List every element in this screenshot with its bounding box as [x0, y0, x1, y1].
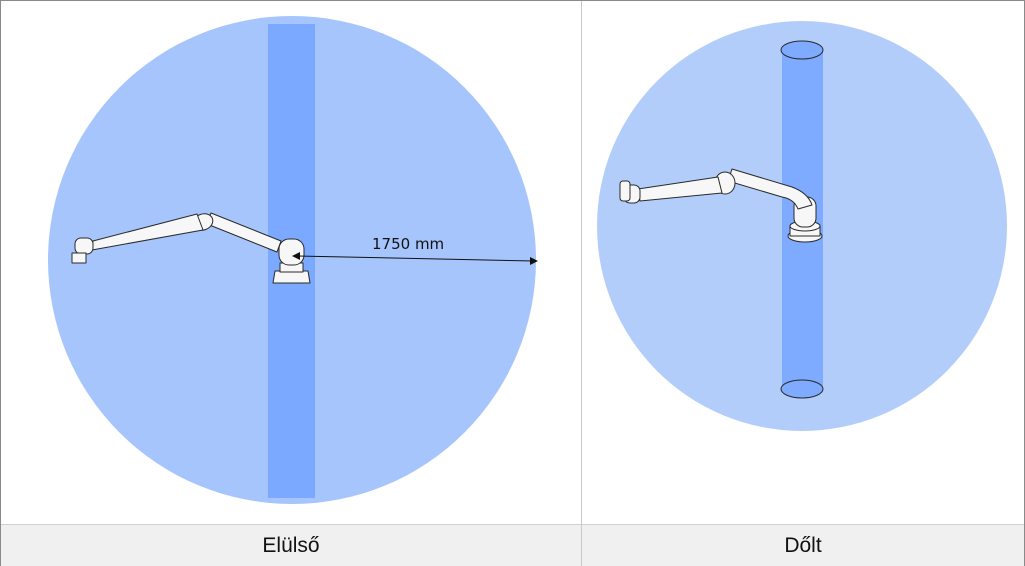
- robot-arm-tilted: [619, 168, 823, 243]
- robot-tool-flange: [71, 252, 87, 264]
- reach-dimension-label: 1750 mm: [372, 235, 444, 253]
- front-view-diagram: 1750 mm: [48, 16, 538, 504]
- reach-dimension: [292, 252, 538, 265]
- caption-row: Elülső Dőlt: [1, 524, 1024, 566]
- tilted-view-panel: [582, 1, 1024, 524]
- robot-tool-flange-tilted: [619, 180, 631, 202]
- robot-base: [272, 270, 311, 284]
- front-view-panel: 1750 mm: [1, 1, 582, 524]
- front-view-caption: Elülső: [1, 525, 582, 566]
- robot-arm: [71, 212, 311, 284]
- robot-shoulder-joint: [278, 238, 305, 266]
- robot-upper-arm-tilted: [727, 168, 813, 210]
- tilted-view-diagram: [597, 21, 1007, 431]
- robot-wrist-joint: [74, 237, 94, 255]
- tilted-view-caption: Dőlt: [784, 534, 822, 557]
